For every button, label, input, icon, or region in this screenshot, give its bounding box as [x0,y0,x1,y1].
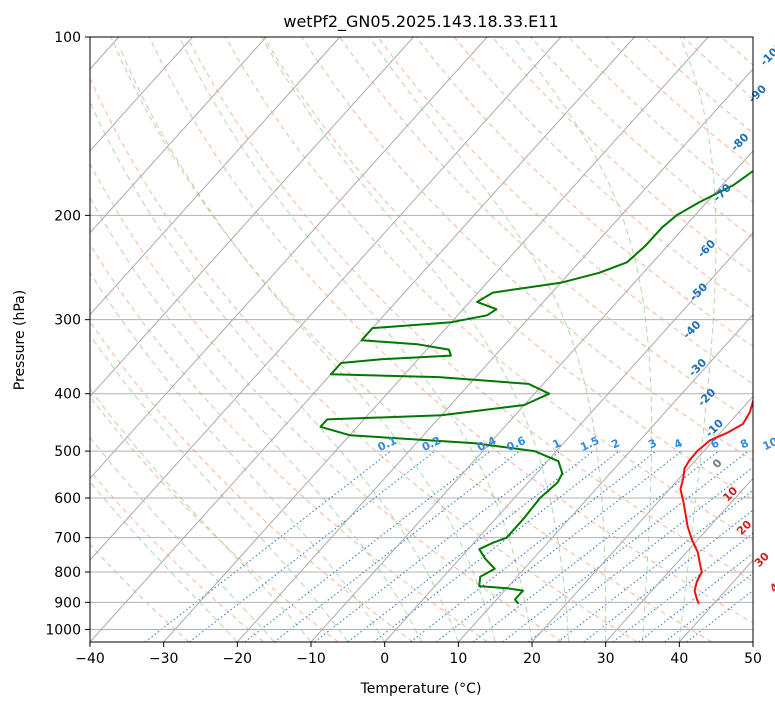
dewpoint-line [319,169,753,605]
dry-adiabat-line [90,76,638,642]
x-tick-label: 50 [744,651,762,667]
dry-adiabat-line [263,37,753,501]
x-tick-label: 20 [523,651,541,667]
y-tick-label: 800 [54,565,81,581]
isotherm-line [163,37,709,642]
plot-frame [89,36,754,643]
x-tick-label: −40 [75,651,105,667]
dry-adiabat-line [415,37,753,348]
moist-adiabat-line [90,334,349,642]
isotherm-line [310,150,753,642]
temperature-line [679,398,753,605]
dry-adiabat-line [148,37,753,624]
dry-adiabat-line [90,470,264,642]
x-tick-label: −20 [223,651,253,667]
moist-adiabat-line [90,271,386,642]
x-tick-label: 10 [449,651,467,667]
dry-adiabat-line [110,37,712,642]
dry-adiabat-line [90,243,488,642]
dry-adiabat-line [224,37,753,541]
x-tick-label: 0 [380,651,389,667]
moist-adiabat-line [90,388,312,642]
mixing-ratio-label: 10 [761,435,775,453]
profile-series [319,169,753,605]
y-tick-label: 900 [54,595,81,611]
isotherm-line [90,37,562,561]
moist-adiabat-line [90,481,238,642]
moist-adiabat-line [512,37,653,642]
isotherm-line [90,37,414,398]
moist-adiabat-line [178,37,533,642]
gridlines [90,37,753,642]
x-axis: −40 −30 −20 −10 0 10 20 30 40 50 [75,642,762,667]
dry-adiabat-line [90,396,339,642]
isotherm-line [90,37,488,480]
dry-adiabat-label: 40 [767,575,775,595]
isotherm-line [457,313,753,642]
y-tick-label: 600 [54,491,81,507]
isotherm-line [90,37,267,234]
y-tick-label: 300 [54,313,81,329]
isotherm-line [90,37,193,152]
moist-adiabat-line [90,100,459,642]
isotherm-line [605,477,753,642]
dry-adiabat-line [90,162,563,642]
dry-adiabat-line [377,37,753,385]
y-tick-label: 1000 [45,622,81,638]
isotherm-line [90,37,341,316]
chart-title: wetPf2_GN05.2025.143.18.33.E11 [283,12,558,32]
isotherm-line [236,68,753,642]
x-tick-label: 40 [670,651,688,667]
moist-adiabat-line [120,49,496,642]
y-tick-label: 500 [54,444,81,460]
moist-adiabat-line [369,37,607,642]
isotherm-line [531,395,753,642]
y-tick-label: 700 [54,531,81,547]
y-axis: 100 200 300 400 500 600 700 800 900 1000 [45,30,90,638]
moist-adiabat-line [261,37,570,642]
y-tick-label: 400 [54,387,81,403]
y-axis-label: Pressure (hPa) [12,290,28,390]
dry-adiabat-line [301,37,753,462]
x-tick-label: 30 [597,651,615,667]
moist-adiabat-line [90,196,422,642]
x-axis-label: Temperature (°C) [360,681,482,697]
x-tick-label: −30 [149,651,179,667]
dry-adiabat-line [186,37,753,582]
y-tick-label: 100 [54,30,81,46]
y-tick-label: 200 [54,208,81,224]
isotherm-line [384,231,753,642]
moist-adiabat-line [678,37,717,642]
moist-adiabat-line [90,436,275,642]
reference-lines [90,37,753,642]
x-tick-label: −10 [296,651,326,667]
